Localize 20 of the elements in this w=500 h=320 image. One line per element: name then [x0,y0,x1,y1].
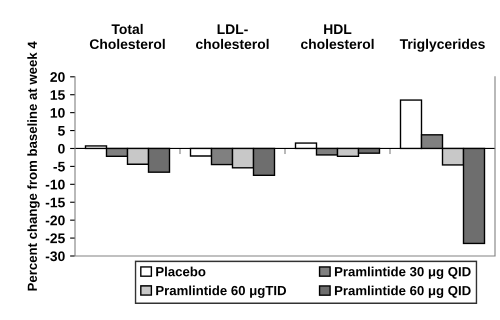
y-tick-label: -15 [46,198,65,208]
legend-label: Placebo [156,266,206,276]
y-tick-label: -25 [46,233,65,244]
y-tick-label: -5 [53,162,65,172]
legend-label: Pramlintide 60 μg QID [334,286,471,298]
x-tick-label: LDL- cholesterol [196,24,269,50]
legend-label: Pramlintide 60 μgTID [156,286,286,298]
y-tick-label: 15 [50,90,65,100]
y-tick-label: 10 [50,108,65,118]
legend-label: Pramlintide 30 μg QID [334,266,471,280]
y-tick-label: 20 [50,72,65,82]
y-tick-label: -10 [46,180,65,190]
y-tick-label: 0 [58,144,65,154]
y-tick-label: -30 [46,251,65,262]
y-tick-label: 5 [58,126,65,136]
x-tick-label: Triglycerides [400,38,485,52]
y-tick-label: -20 [46,215,65,226]
x-tick-label: HDL cholesterol [300,24,374,50]
x-tick-label: Total Cholesterol [90,24,165,50]
y-axis-title: Percent change from baseline at week 4 [27,41,40,291]
